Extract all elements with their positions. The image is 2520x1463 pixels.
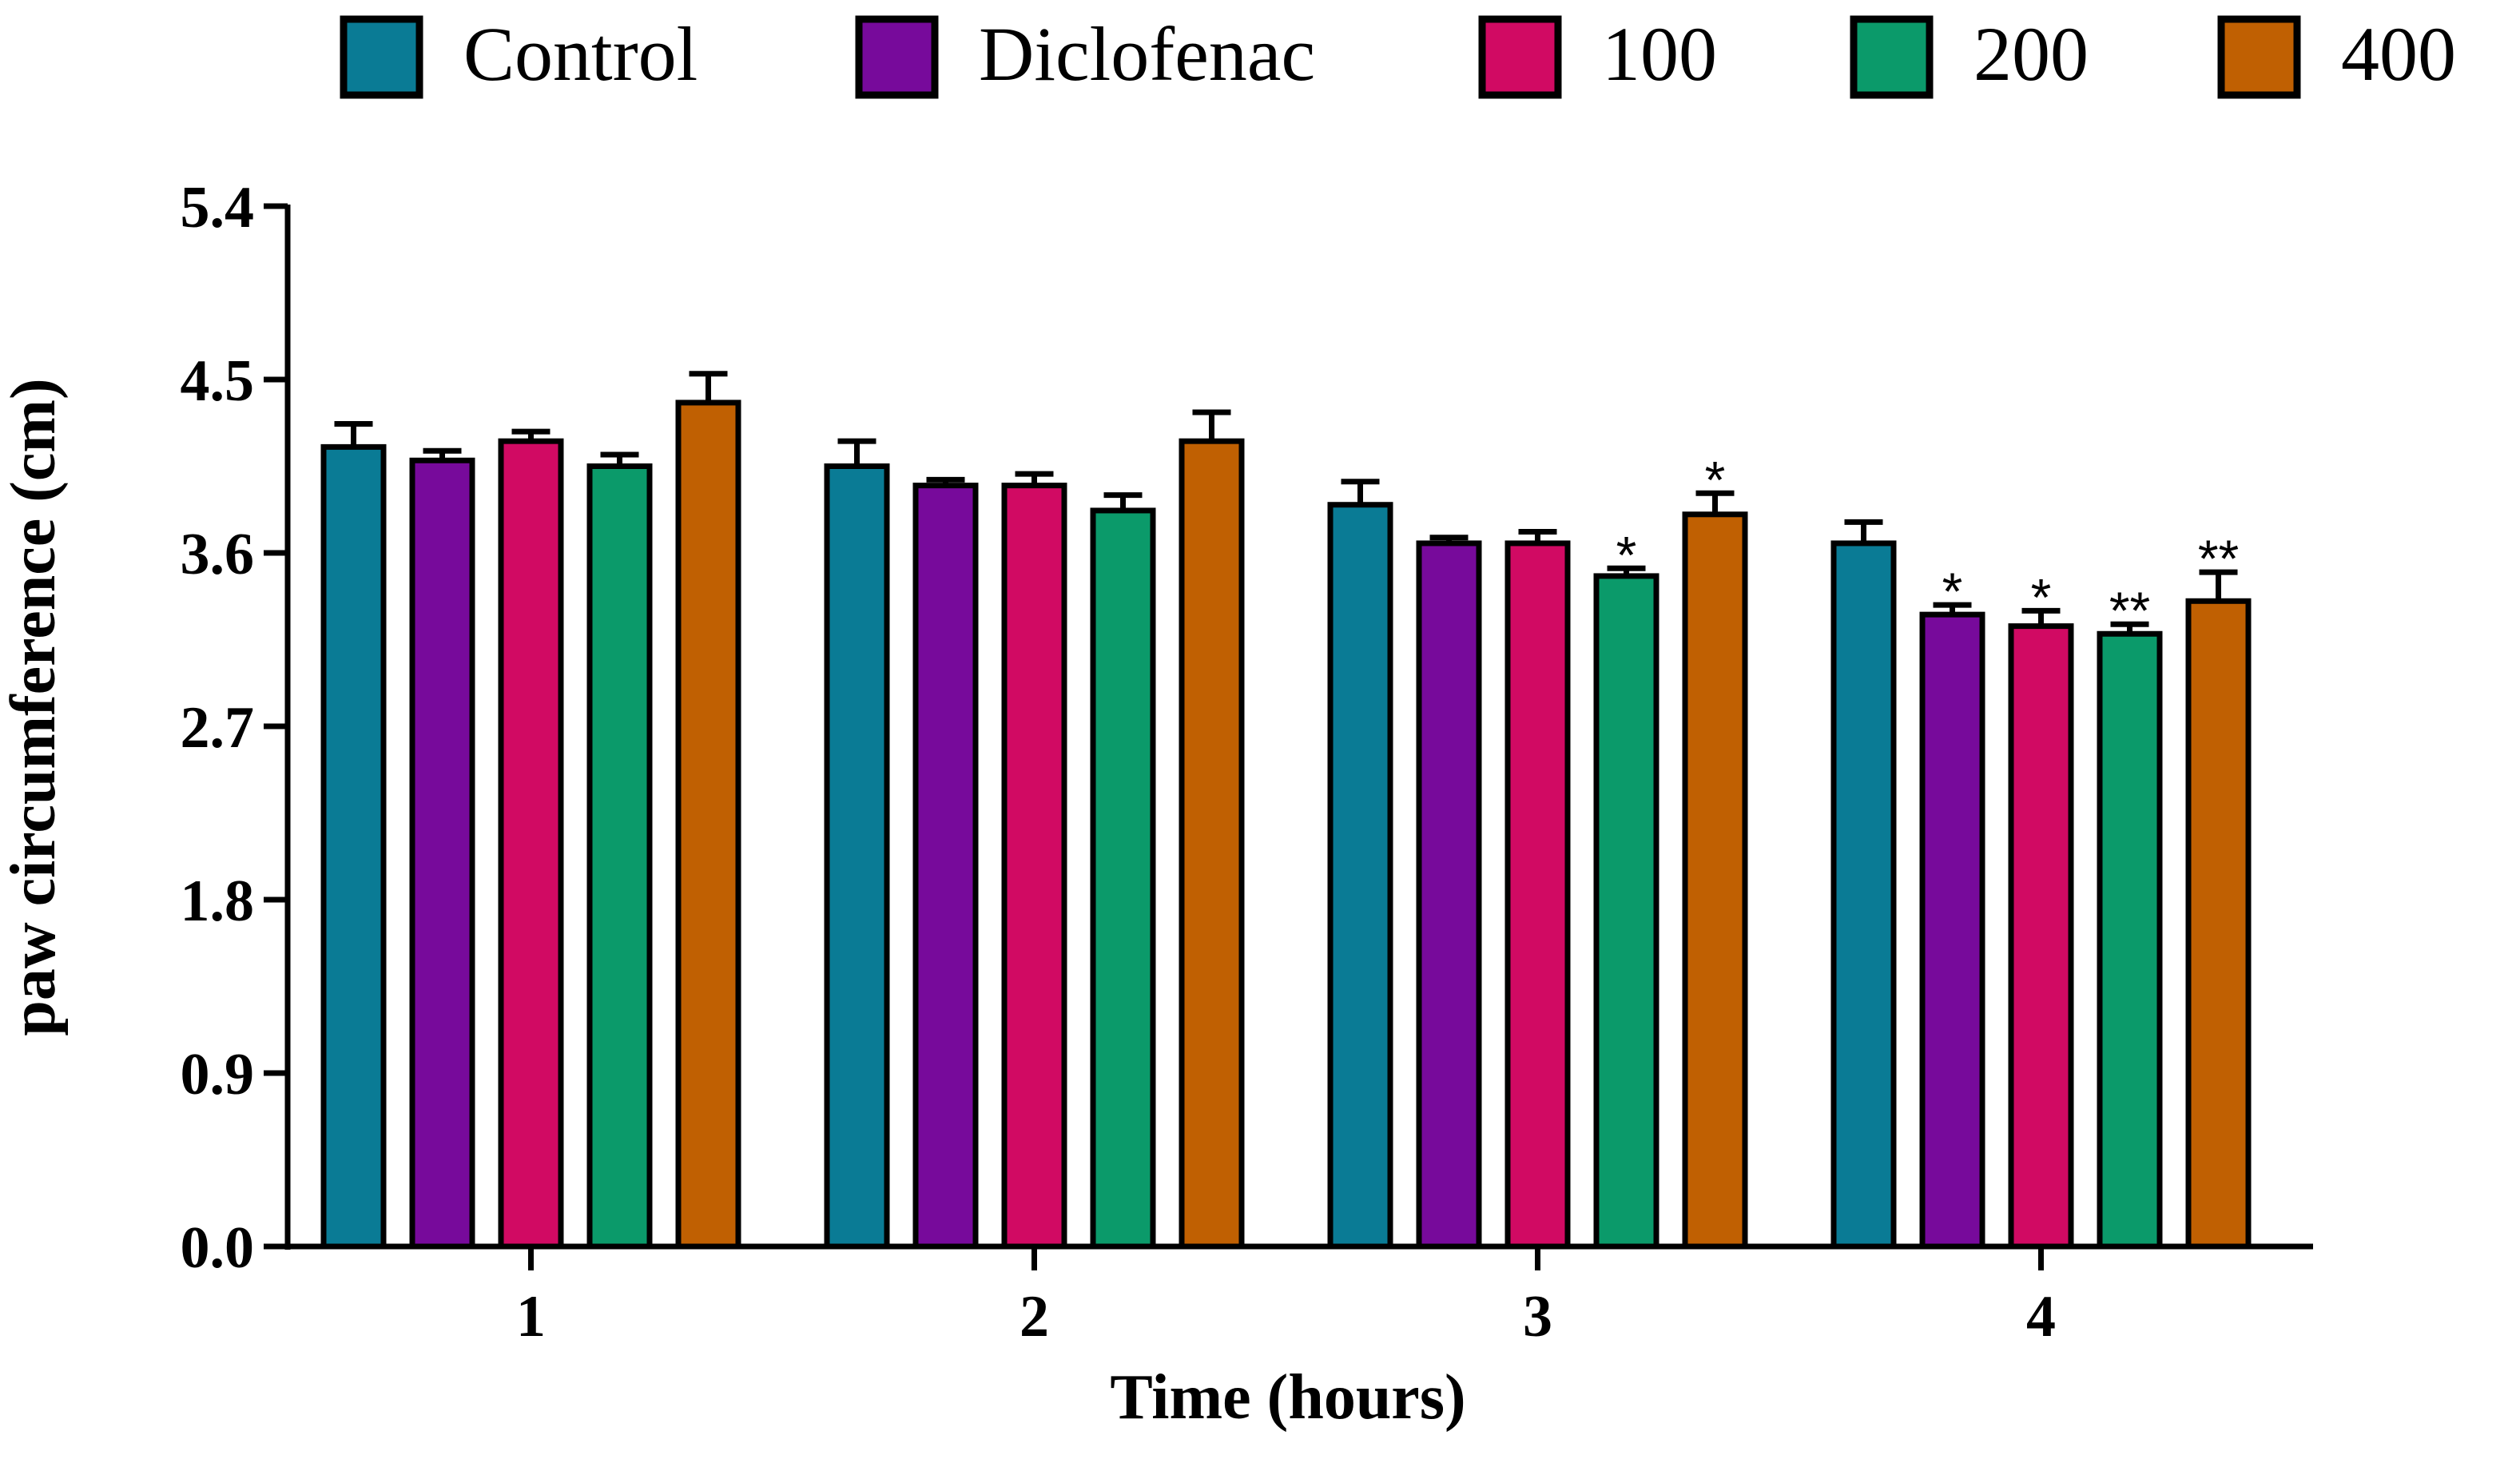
legend-swatch (855, 15, 939, 99)
bar (1090, 507, 1156, 1250)
y-tick-label: 1.8 (181, 869, 255, 934)
x-axis-title: Time (hours) (1110, 1362, 1465, 1433)
legend: Control Diclofenac 100 200 400 (340, 11, 2456, 99)
legend-item: 100 (1478, 11, 1717, 99)
bar (1593, 573, 1659, 1250)
bar (1682, 511, 1748, 1250)
legend-swatch (340, 15, 423, 99)
significance-marker: ** (2109, 581, 2150, 640)
y-tick-label: 4.5 (181, 348, 255, 414)
y-tick-label: 2.7 (181, 695, 255, 761)
legend-swatch (2217, 15, 2301, 99)
y-tick-label: 3.6 (181, 522, 255, 587)
legend-swatch (1478, 15, 1562, 99)
bar (1830, 540, 1897, 1250)
bar (1179, 438, 1245, 1250)
legend-label: 200 (1973, 11, 2089, 97)
bar (1327, 502, 1393, 1250)
significance-marker: * (1705, 450, 1726, 509)
legend-item: Diclofenac (855, 11, 1315, 99)
bar (1001, 483, 1067, 1250)
legend-label: 100 (1602, 11, 1717, 97)
bar (912, 483, 979, 1250)
bar (1919, 611, 1985, 1250)
legend-item: 400 (2217, 11, 2456, 99)
bar (824, 463, 890, 1250)
bar (498, 438, 564, 1250)
legend-label: Control (463, 11, 698, 97)
bar (2008, 623, 2074, 1250)
series-1: * (409, 447, 1985, 1250)
series-4: *** (675, 371, 2252, 1250)
x-tick-label: 2 (1020, 1284, 1049, 1350)
series-0 (320, 420, 1897, 1250)
bar (1504, 540, 1571, 1250)
bar (2185, 598, 2252, 1250)
bar (586, 463, 653, 1250)
legend-label: Diclofenac (979, 11, 1315, 97)
significance-marker: * (2031, 567, 2052, 626)
significance-marker: * (1942, 562, 1963, 621)
x-axis: 1 2 3 4 (284, 1243, 2313, 1350)
y-tick-label: 0.0 (181, 1215, 255, 1281)
x-tick-label: 1 (516, 1284, 546, 1350)
bars: * ******* (320, 371, 2252, 1250)
y-tick-label: 0.9 (181, 1042, 255, 1107)
bar (409, 457, 475, 1250)
y-axis: 0.0 0.9 1.8 2.7 3.6 4.5 5.4 (181, 175, 291, 1281)
bar (320, 443, 387, 1250)
significance-marker: * (1616, 525, 1637, 584)
legend-item: Control (340, 11, 698, 99)
significance-marker: ** (2198, 529, 2239, 588)
bar (675, 400, 741, 1250)
legend-label: 400 (2341, 11, 2456, 97)
legend-swatch (1850, 15, 1934, 99)
y-axis-title: paw circumference (cm) (0, 378, 69, 1036)
x-tick-label: 3 (1523, 1284, 1552, 1350)
y-tick-label: 5.4 (181, 175, 255, 241)
legend-item: 200 (1850, 11, 2089, 99)
x-tick-label: 4 (2026, 1284, 2056, 1350)
bar (2097, 630, 2163, 1250)
bar (1416, 540, 1482, 1250)
series-3: *** (586, 451, 2163, 1250)
series-2: * (498, 428, 2074, 1250)
